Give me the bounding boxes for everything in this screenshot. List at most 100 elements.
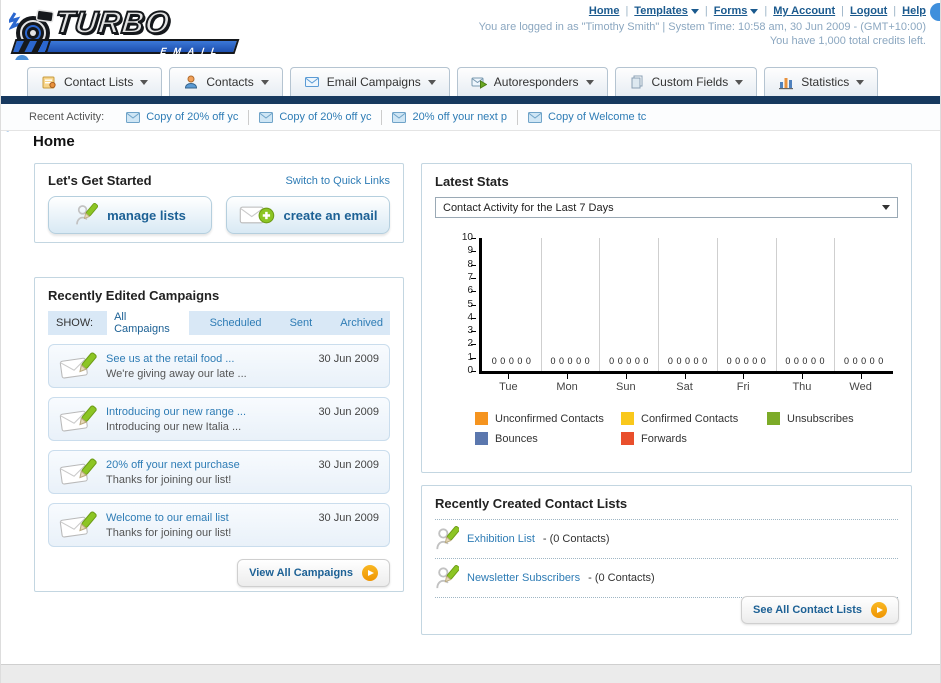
help-bubble-icon[interactable]: [930, 3, 940, 21]
y-tick-label: 4: [449, 312, 473, 323]
tab-label: Statistics: [801, 75, 850, 89]
legend-swatch: [475, 412, 488, 425]
value-label: 0: [491, 356, 497, 366]
tab-label: Contact Lists: [64, 75, 134, 89]
chevron-down-icon: [735, 79, 744, 85]
tab-email-campaigns[interactable]: Email Campaigns: [289, 67, 450, 96]
y-tick-mark: [471, 371, 476, 372]
header-link-templates[interactable]: Templates: [634, 5, 688, 17]
value-label: 0: [752, 356, 758, 366]
create-email-button[interactable]: create an email: [226, 196, 390, 234]
recent-activity-item[interactable]: 20% off your next p: [392, 111, 507, 123]
button-label: View All Campaigns: [249, 567, 353, 579]
y-tick-mark: [471, 238, 476, 239]
campaign-row[interactable]: 20% off your next purchase Thanks for joi…: [48, 450, 390, 494]
chevron-down-icon: [750, 8, 759, 14]
x-tick-label: Tue: [499, 381, 518, 393]
tab-contact-lists[interactable]: Contact Lists: [27, 67, 163, 96]
contact-list-row[interactable]: Newsletter Subscribers - (0 Contacts): [435, 559, 898, 598]
campaign-row[interactable]: Welcome to our email list Thanks for join…: [48, 503, 390, 547]
legend-swatch: [767, 412, 780, 425]
tab-label: Custom Fields: [651, 75, 729, 89]
value-label: 0: [743, 356, 749, 366]
value-label: 0: [567, 356, 573, 366]
manage-lists-button[interactable]: manage lists: [48, 196, 212, 234]
filter-scheduled[interactable]: Scheduled: [209, 317, 262, 329]
value-label: 0: [760, 356, 766, 366]
legend-item: Unconfirmed Contacts: [475, 412, 621, 425]
value-label: 0: [693, 356, 699, 366]
y-tick-label: 8: [449, 259, 473, 270]
x-tick-mark: [684, 374, 686, 379]
contact-list-row[interactable]: Exhibition List - (0 Contacts): [435, 520, 898, 559]
value-label: 0: [878, 356, 884, 366]
campaign-title-link[interactable]: See us at the retail food ...: [106, 353, 235, 365]
envelope-icon: [259, 111, 274, 123]
value-label: 0: [869, 356, 875, 366]
recent-activity-item[interactable]: Copy of 20% off yc: [126, 111, 238, 123]
y-tick-mark: [471, 251, 476, 253]
header-link-logout[interactable]: Logout: [850, 5, 888, 17]
tab-contacts[interactable]: Contacts: [169, 67, 283, 96]
x-tick-label: Sat: [676, 381, 693, 393]
campaign-subtitle: We're giving away our late ...: [106, 368, 247, 380]
tab-custom-fields[interactable]: Custom Fields: [614, 67, 758, 96]
credits-info: You have 1,000 total credits left.: [769, 35, 926, 47]
contact-list-link[interactable]: Exhibition List: [467, 533, 535, 545]
header-link-my-account[interactable]: My Account: [773, 5, 836, 17]
logo-subtitle: EMAIL: [158, 46, 226, 56]
edit-campaign-icon: [59, 352, 97, 379]
logo-title: TURBO: [52, 4, 173, 41]
campaign-title-link[interactable]: Welcome to our email list: [106, 512, 229, 524]
header-link-help[interactable]: Help: [902, 5, 926, 17]
recent-activity-item[interactable]: Copy of Welcome tc: [528, 111, 646, 123]
manage-lists-icon: [76, 203, 99, 225]
recent-activity-label: Recent Activity:: [29, 111, 105, 123]
view-all-campaigns-button[interactable]: View All Campaigns: [237, 559, 390, 587]
campaign-title-link[interactable]: 20% off your next purchase: [106, 459, 240, 471]
x-tick-mark: [801, 374, 803, 379]
get-started-title: Let's Get Started: [48, 173, 152, 188]
stats-period-select[interactable]: Contact Activity for the Last 7 Days: [435, 197, 898, 218]
gridline: [599, 238, 601, 371]
custom-fields-icon: [631, 75, 643, 89]
envelope-icon: [392, 111, 407, 123]
contacts-icon: [185, 75, 198, 89]
chevron-down-icon: [585, 79, 594, 85]
campaign-date: 30 Jun 2009: [318, 512, 379, 524]
chart-legend: Unconfirmed Contacts Confirmed Contacts …: [475, 412, 915, 452]
header-link-forms[interactable]: Forms: [713, 5, 748, 17]
tab-autoresponders[interactable]: Autoresponders: [456, 67, 608, 96]
campaign-row[interactable]: See us at the retail food ... We're givin…: [48, 344, 390, 388]
button-label: create an email: [283, 207, 378, 223]
campaign-row[interactable]: Introducing our new range ... Introducing…: [48, 397, 390, 441]
legend-item: Bounces: [475, 432, 621, 445]
separator: |: [893, 5, 897, 17]
recent-activity-item[interactable]: Copy of 20% off yc: [259, 111, 371, 123]
value-label: 0: [559, 356, 565, 366]
filter-archived[interactable]: Archived: [340, 317, 383, 329]
recent-activity-bar: Recent Activity: Copy of 20% off yc Copy…: [1, 104, 940, 131]
statistics-icon: [779, 78, 794, 90]
value-label: 0: [676, 356, 682, 366]
y-tick-label: 2: [449, 338, 473, 349]
campaign-title-link[interactable]: Introducing our new range ...: [106, 406, 247, 418]
filter-sent[interactable]: Sent: [289, 317, 313, 329]
legend-swatch: [621, 432, 634, 445]
contact-list-link[interactable]: Newsletter Subscribers: [467, 572, 581, 584]
x-tick-label: Sun: [615, 381, 636, 393]
switch-quick-links-link[interactable]: Switch to Quick Links: [285, 174, 390, 187]
y-tick-mark: [471, 291, 476, 293]
gridline: [834, 238, 836, 371]
tab-statistics[interactable]: Statistics: [764, 67, 879, 96]
value-label: 0: [667, 356, 673, 366]
button-label: See All Contact Lists: [752, 604, 862, 616]
value-label: 0: [584, 356, 590, 366]
filter-all-campaigns[interactable]: All Campaigns: [107, 308, 189, 338]
value-label: 0: [634, 356, 640, 366]
see-all-contact-lists-button[interactable]: See All Contact Lists: [740, 596, 899, 624]
chevron-down-icon: [427, 79, 436, 85]
campaign-date: 30 Jun 2009: [318, 353, 379, 365]
header-link-home[interactable]: Home: [588, 5, 620, 17]
